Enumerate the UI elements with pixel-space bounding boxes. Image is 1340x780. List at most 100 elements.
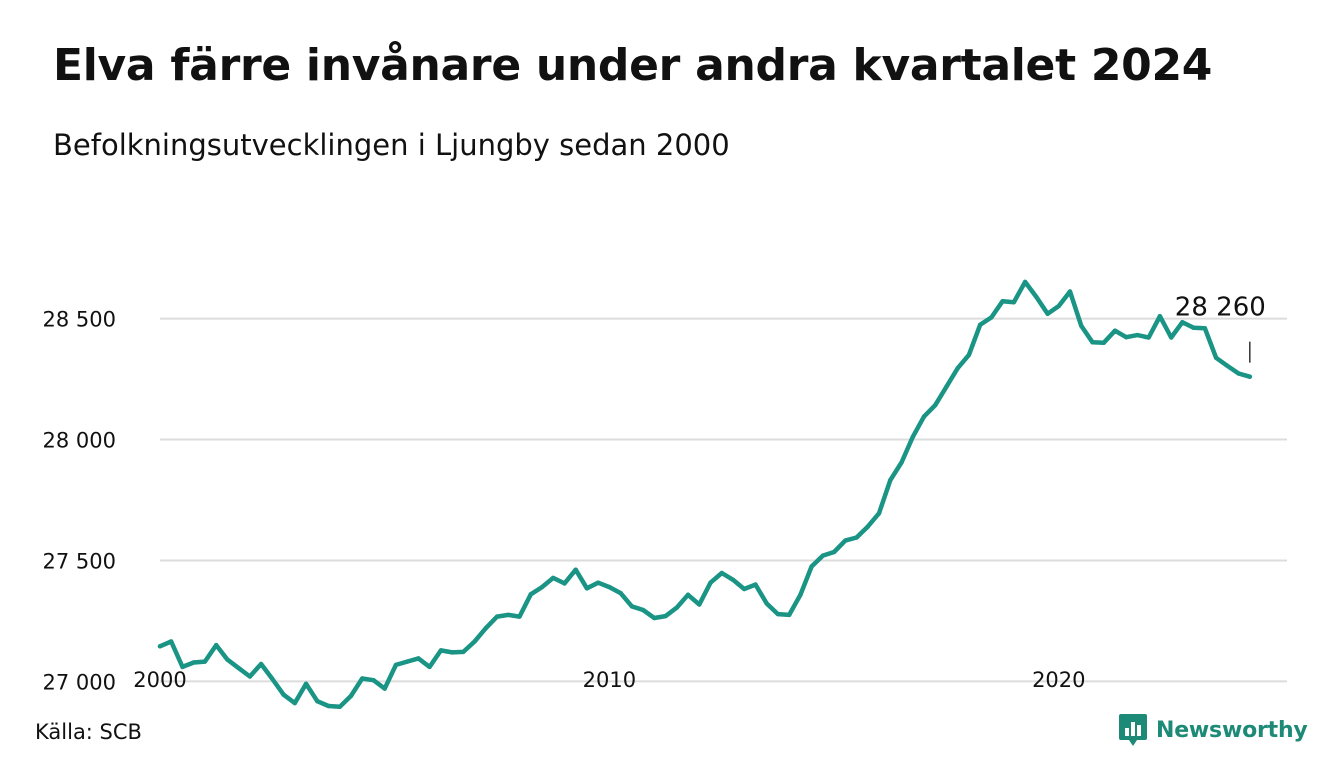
data-point — [393, 662, 399, 668]
data-point — [1056, 303, 1062, 309]
data-point — [1067, 289, 1073, 294]
data-point — [303, 681, 309, 686]
data-point — [506, 612, 511, 618]
newsworthy-logo: Newsworthy — [1118, 712, 1308, 748]
brand-name: Newsworthy — [1156, 717, 1308, 743]
data-point — [742, 586, 747, 592]
data-point — [292, 700, 297, 706]
newsworthy-logo-icon — [1119, 714, 1147, 746]
data-point — [214, 642, 219, 648]
data-point — [573, 567, 578, 572]
data-point — [820, 553, 826, 558]
data-point — [1169, 335, 1174, 340]
data-point — [562, 581, 567, 586]
data-point — [472, 639, 477, 644]
data-point — [180, 664, 185, 670]
data-point — [270, 676, 275, 682]
data-point — [607, 584, 612, 590]
data-point — [247, 674, 253, 679]
data-point — [337, 704, 342, 709]
data-point — [281, 692, 286, 697]
data-point — [910, 434, 915, 440]
data-point — [326, 703, 331, 709]
gridlines — [160, 317, 1287, 683]
data-point — [854, 535, 859, 540]
data-point — [865, 524, 870, 529]
x-tick-label: 2020 — [1032, 668, 1085, 692]
data-point — [843, 538, 848, 543]
data-point — [371, 678, 376, 683]
data-point — [539, 584, 545, 590]
y-tick-label: 28 000 — [43, 429, 116, 453]
data-point — [1247, 374, 1253, 379]
chart-subtitle: Befolkningsutvecklingen i Ljungby sedan … — [53, 128, 730, 162]
data-point — [674, 605, 679, 610]
data-point — [315, 699, 320, 704]
data-point — [236, 665, 241, 671]
data-point — [461, 649, 466, 655]
y-tick-label: 27 500 — [43, 549, 116, 573]
annotation-group: 28 260 — [1175, 293, 1266, 363]
data-point — [596, 580, 601, 585]
data-point — [989, 315, 994, 320]
data-point — [1045, 311, 1050, 316]
data-point — [697, 602, 702, 607]
data-point — [888, 478, 893, 483]
data-point — [1034, 294, 1039, 300]
data-point — [551, 575, 556, 581]
data-point — [427, 664, 432, 670]
data-point — [1191, 325, 1196, 330]
y-axis-ticks: 27 000 27 500 28 000 28 500 — [43, 308, 116, 695]
data-point — [584, 586, 590, 591]
data-point — [382, 686, 387, 691]
data-point — [652, 615, 657, 621]
data-point — [191, 660, 196, 665]
data-point — [809, 564, 814, 569]
y-tick-label: 27 000 — [43, 670, 116, 694]
data-point — [933, 403, 938, 408]
data-point — [1202, 326, 1208, 331]
data-point — [348, 693, 354, 699]
data-point — [1225, 363, 1230, 368]
data-point — [1000, 299, 1005, 304]
source-note: Källa: SCB — [35, 720, 142, 744]
data-point — [438, 648, 444, 653]
data-point — [1157, 314, 1163, 319]
data-point — [517, 614, 522, 619]
data-point — [405, 659, 410, 664]
data-point — [730, 577, 736, 582]
data-point — [787, 612, 792, 618]
data-point — [1135, 332, 1140, 338]
data-point — [685, 592, 691, 597]
data-point — [955, 366, 960, 371]
series-line — [157, 279, 1253, 710]
data-point — [1112, 328, 1118, 333]
y-tick-label: 28 500 — [43, 308, 116, 332]
data-point — [629, 604, 635, 609]
data-point — [416, 656, 421, 661]
data-point — [202, 659, 208, 664]
data-point — [831, 549, 837, 555]
data-point — [1146, 335, 1151, 340]
data-point — [1090, 340, 1095, 345]
data-point — [764, 601, 769, 606]
data-point — [258, 661, 264, 667]
annotation-label: 28 260 — [1175, 293, 1266, 323]
data-point — [640, 607, 646, 613]
data-point — [157, 644, 163, 649]
data-point — [921, 414, 927, 419]
data-point — [1079, 323, 1084, 329]
data-point — [1124, 335, 1129, 340]
data-point — [719, 570, 724, 576]
data-point — [753, 582, 758, 587]
x-tick-label: 2010 — [583, 668, 636, 692]
data-point — [169, 639, 174, 644]
data-point — [618, 590, 623, 596]
x-tick-label: 2000 — [133, 668, 186, 692]
data-point — [360, 676, 365, 681]
data-point — [1022, 279, 1028, 285]
data-point — [483, 626, 488, 631]
series-group — [157, 279, 1253, 710]
data-point — [494, 614, 500, 619]
